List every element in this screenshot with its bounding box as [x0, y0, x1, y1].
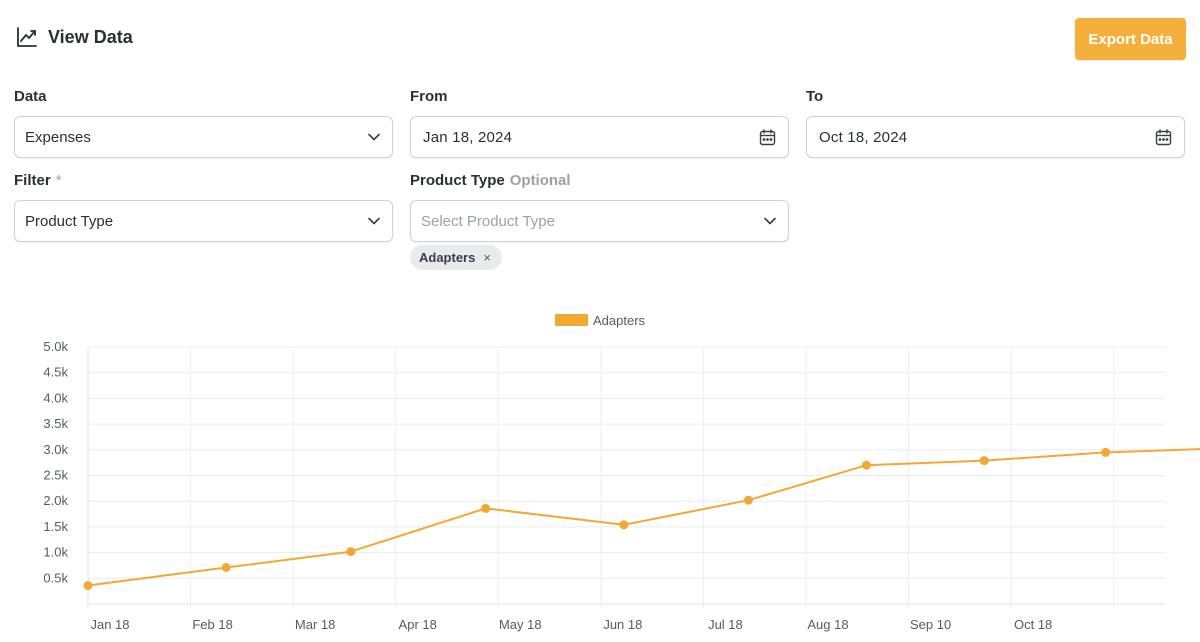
- to-field: To Oct 18, 2024: [806, 86, 1185, 158]
- from-label-text: From: [410, 87, 448, 105]
- chevron-down-icon: [764, 217, 776, 225]
- x-tick-label: Aug 18: [807, 617, 848, 632]
- expenses-line-chart: Adapters 0.5k 1.0k 1.5k 2.0k 2.5k 3.0k 3.5k 4.0…: [43, 313, 1200, 632]
- data-point: [743, 495, 753, 505]
- chip-label: Adapters: [419, 250, 476, 265]
- data-point: [619, 520, 629, 530]
- from-field: From Jan 18, 2024: [410, 86, 789, 158]
- product-type-chip: Adapters ×: [410, 245, 502, 270]
- from-date-input[interactable]: Jan 18, 2024: [410, 116, 789, 158]
- to-date-value: Oct 18, 2024: [819, 128, 908, 146]
- y-tick-label: 4.5k: [43, 365, 68, 380]
- chevron-down-icon: [368, 217, 380, 225]
- product-type-field: Product Type Optional Select Product Typ…: [410, 170, 789, 242]
- legend-swatch: [555, 314, 588, 326]
- x-tick-label: Feb 18: [192, 617, 232, 632]
- y-tick-label: 1.5k: [43, 519, 68, 534]
- calendar-icon[interactable]: [1155, 128, 1172, 146]
- y-tick-label: 3.5k: [43, 416, 68, 431]
- data-point: [979, 456, 989, 466]
- x-tick-label: Jun 18: [603, 617, 642, 632]
- calendar-icon[interactable]: [759, 128, 776, 146]
- x-tick-label: Oct 18: [1014, 617, 1052, 632]
- legend-label: Adapters: [593, 313, 646, 328]
- data-select-value: Expenses: [25, 128, 91, 146]
- y-axis-ticks: 0.5k 1.0k 1.5k 2.0k 2.5k 3.0k 3.5k 4.0k 4.5k 5.0k: [43, 339, 68, 585]
- to-label: To: [806, 86, 1185, 106]
- chevron-down-icon: [368, 133, 380, 141]
- data-point: [221, 563, 231, 572]
- product-type-placeholder: Select Product Type: [421, 212, 555, 230]
- data-point: [83, 581, 93, 590]
- y-tick-label: 1.0k: [43, 545, 68, 560]
- filter-label: Filter *: [14, 170, 393, 190]
- y-tick-label: 2.0k: [43, 493, 68, 508]
- chart-legend: Adapters: [555, 313, 646, 328]
- data-point: [481, 503, 491, 513]
- x-tick-label: Apr 18: [399, 617, 437, 632]
- data-field: Data Expenses: [14, 86, 393, 158]
- to-date-input[interactable]: Oct 18, 2024: [806, 116, 1185, 158]
- x-tick-label: May 18: [499, 617, 542, 632]
- x-axis-ticks: Jan 18 Feb 18 Mar 18 Apr 18 May 18 Jun 18 Jul …: [90, 617, 1052, 632]
- y-tick-label: 5.0k: [43, 339, 68, 354]
- data-select[interactable]: Expenses: [14, 116, 393, 158]
- data-point: [346, 547, 356, 557]
- close-icon[interactable]: ×: [483, 250, 491, 265]
- filter-label-text: Filter: [14, 171, 51, 189]
- y-tick-label: 0.5k: [43, 570, 68, 585]
- product-type-label: Product Type Optional: [410, 170, 789, 190]
- product-type-label-text: Product Type: [410, 171, 505, 189]
- line-chart-icon: [16, 26, 38, 48]
- x-tick-label: Sep 10: [910, 617, 951, 632]
- x-tick-label: Jan 18: [90, 617, 129, 632]
- to-label-text: To: [806, 87, 824, 105]
- x-tick-label: Mar 18: [295, 617, 335, 632]
- chart-grid: [87, 346, 1165, 609]
- data-label-text: Data: [14, 87, 47, 105]
- export-data-button[interactable]: Export Data: [1075, 18, 1186, 60]
- data-label: Data: [14, 86, 393, 106]
- required-mark: *: [55, 171, 62, 189]
- filter-select-value: Product Type: [25, 212, 114, 230]
- x-tick-label: Jul 18: [708, 617, 743, 632]
- series-line: [87, 448, 1200, 587]
- from-date-value: Jan 18, 2024: [423, 128, 513, 146]
- filter-field: Filter * Product Type: [14, 170, 393, 242]
- data-point: [1101, 447, 1111, 457]
- y-tick-label: 3.0k: [43, 442, 68, 457]
- from-label: From: [410, 86, 789, 106]
- filter-select[interactable]: Product Type: [14, 200, 393, 242]
- chart-series: [83, 447, 1200, 590]
- page-title: View Data: [48, 26, 133, 47]
- y-tick-label: 4.0k: [43, 390, 68, 405]
- data-point: [861, 460, 871, 470]
- y-tick-label: 2.5k: [43, 468, 68, 483]
- optional-label: Optional: [509, 171, 571, 189]
- page-header: View Data: [16, 26, 133, 48]
- product-type-select[interactable]: Select Product Type: [410, 200, 789, 242]
